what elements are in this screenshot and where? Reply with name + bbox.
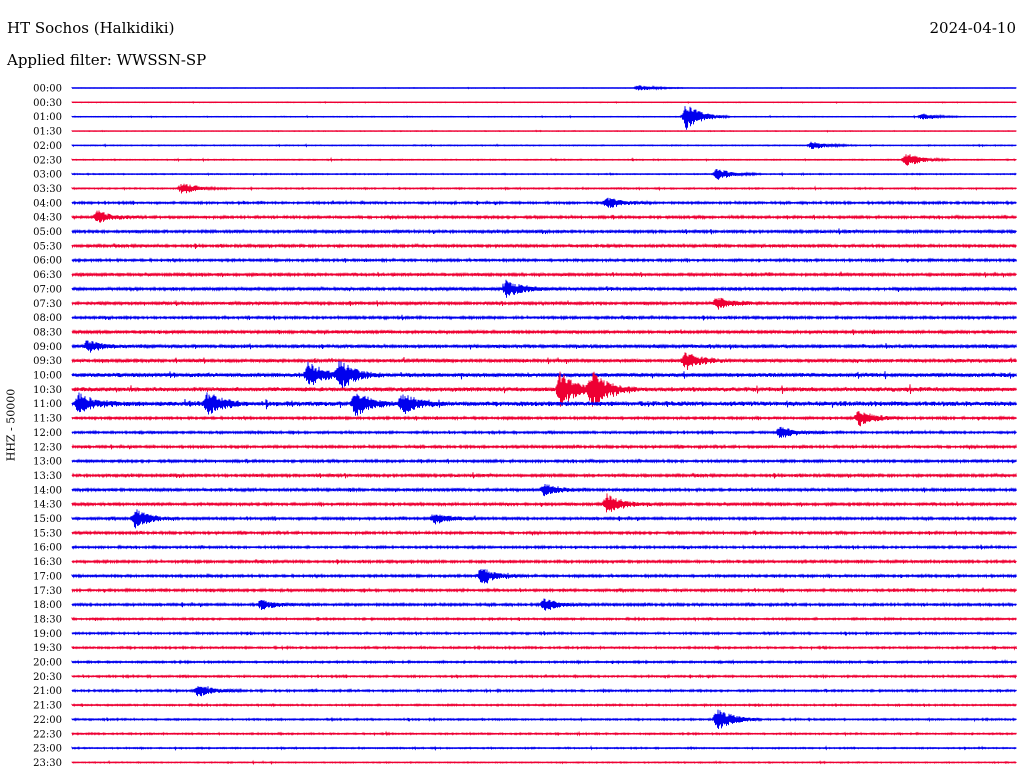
trace-row <box>71 106 1017 130</box>
trace-row <box>71 371 1017 407</box>
row-time-label: 02:30 <box>33 155 62 166</box>
row-time-label: 00:00 <box>33 84 62 95</box>
trace-row <box>71 411 1017 427</box>
row-time-label: 20:00 <box>33 658 62 669</box>
row-time-label: 09:30 <box>33 356 62 367</box>
row-time-label: 16:00 <box>33 543 62 554</box>
row-time-label: 09:00 <box>33 342 62 353</box>
record-date: 2024-04-10 <box>929 19 1016 37</box>
row-time-label: 22:30 <box>33 729 62 740</box>
row-time-label: 07:30 <box>33 299 62 310</box>
row-time-label: 23:00 <box>33 744 62 755</box>
row-time-label: 10:30 <box>33 385 62 396</box>
row-time-label: 08:00 <box>33 313 62 324</box>
row-time-label: 05:00 <box>33 227 62 238</box>
row-time-label: 03:00 <box>33 170 62 181</box>
row-time-label: 03:30 <box>33 184 62 195</box>
row-time-label: 17:30 <box>33 586 62 597</box>
row-time-label: 11:00 <box>33 399 62 410</box>
row-time-label: 23:30 <box>33 758 62 769</box>
row-time-label: 12:00 <box>33 428 62 439</box>
row-time-label: 04:00 <box>33 198 62 209</box>
row-time-label: 18:30 <box>33 614 62 625</box>
row-time-label: 14:00 <box>33 485 62 496</box>
row-time-label: 19:30 <box>33 643 62 654</box>
trace-row <box>71 392 1017 416</box>
row-time-label: 19:00 <box>33 629 62 640</box>
row-time-label: 06:30 <box>33 270 62 281</box>
row-time-label: 05:30 <box>33 241 62 252</box>
row-time-label: 01:00 <box>33 112 62 123</box>
row-time-label: 14:30 <box>33 500 62 511</box>
row-time-label: 07:00 <box>33 284 62 295</box>
row-time-label: 22:00 <box>33 715 62 726</box>
trace-row <box>71 493 1017 513</box>
station-title: HT Sochos (Halkidiki) <box>7 19 175 37</box>
row-time-label: 04:30 <box>33 213 62 224</box>
row-time-label: 16:30 <box>33 557 62 568</box>
row-time-label: 00:30 <box>33 98 62 109</box>
row-time-label: 13:30 <box>33 471 62 482</box>
row-time-label: 20:30 <box>33 672 62 683</box>
row-time-label: 01:30 <box>33 127 62 138</box>
row-time-label: 06:00 <box>33 256 62 267</box>
row-time-label: 02:00 <box>33 141 62 152</box>
row-time-label: 21:00 <box>33 686 62 697</box>
row-time-label: 15:30 <box>33 528 62 539</box>
row-time-label: 13:00 <box>33 457 62 468</box>
row-time-label: 08:30 <box>33 327 62 338</box>
row-time-label: 21:30 <box>33 701 62 712</box>
applied-filter: Applied filter: WWSSN-SP <box>7 51 207 69</box>
row-time-label: 10:00 <box>33 371 62 382</box>
row-time-label: 17:00 <box>33 571 62 582</box>
row-time-label: 15:00 <box>33 514 62 525</box>
row-time-label: 12:30 <box>33 442 62 453</box>
row-time-label: 18:00 <box>33 600 62 611</box>
row-time-label: 11:30 <box>33 414 62 425</box>
